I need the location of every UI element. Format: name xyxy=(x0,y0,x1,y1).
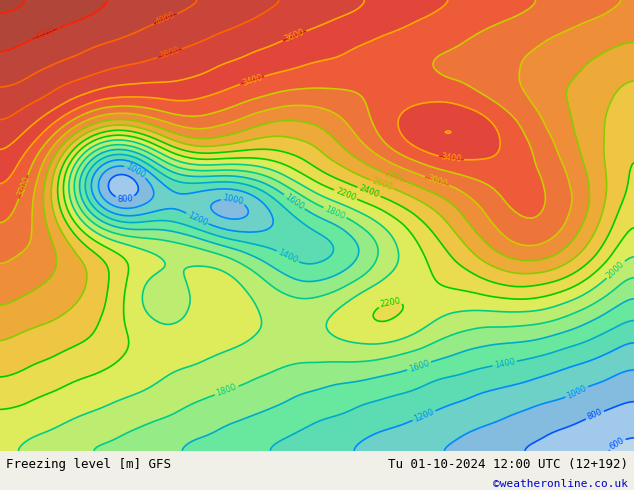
Text: 1000: 1000 xyxy=(222,193,245,206)
Text: 2400: 2400 xyxy=(358,184,380,200)
Text: 800: 800 xyxy=(586,408,604,422)
Text: ©weatheronline.co.uk: ©weatheronline.co.uk xyxy=(493,479,628,489)
Text: Tu 01-10-2024 12:00 UTC (12+192): Tu 01-10-2024 12:00 UTC (12+192) xyxy=(387,458,628,471)
Text: 1400: 1400 xyxy=(276,248,299,265)
Text: 4000: 4000 xyxy=(154,10,177,27)
Text: 2200: 2200 xyxy=(379,296,401,309)
Text: 3800: 3800 xyxy=(158,46,181,61)
Text: 3000: 3000 xyxy=(425,173,448,189)
Text: 1200: 1200 xyxy=(413,408,436,424)
Text: 1800: 1800 xyxy=(215,383,238,398)
Text: 4200: 4200 xyxy=(34,26,56,42)
Text: 1400: 1400 xyxy=(493,357,516,370)
Text: 3200: 3200 xyxy=(15,175,32,198)
Text: 3600: 3600 xyxy=(283,27,306,44)
Text: 3400: 3400 xyxy=(241,73,264,88)
Text: 2000: 2000 xyxy=(605,259,626,280)
Text: 1200: 1200 xyxy=(186,210,209,227)
Text: 2200: 2200 xyxy=(334,186,357,202)
Text: 600: 600 xyxy=(607,435,626,451)
Text: Freezing level [m] GFS: Freezing level [m] GFS xyxy=(6,458,171,471)
Text: 1600: 1600 xyxy=(408,358,430,373)
Text: 2600: 2600 xyxy=(370,176,393,192)
Text: 1000: 1000 xyxy=(566,383,588,400)
Text: 1800: 1800 xyxy=(323,204,347,221)
Text: 3400: 3400 xyxy=(440,152,462,164)
Text: 1600: 1600 xyxy=(283,192,306,212)
Text: 2800: 2800 xyxy=(383,169,406,185)
Text: 800: 800 xyxy=(117,194,133,203)
Text: 1000: 1000 xyxy=(124,161,147,179)
